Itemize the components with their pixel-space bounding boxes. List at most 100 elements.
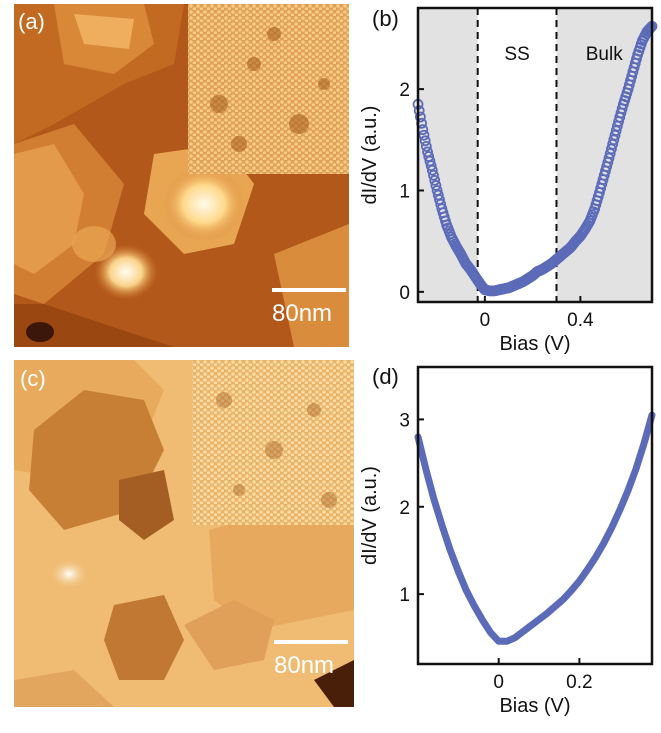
data-point — [494, 284, 506, 295]
data-point — [524, 271, 536, 283]
data-point — [480, 284, 492, 296]
atomic-resolution-inset-c — [192, 360, 354, 525]
data-point — [604, 148, 616, 159]
data-point — [606, 143, 617, 155]
data-point — [483, 285, 494, 296]
data-point — [424, 155, 436, 167]
data-point — [477, 281, 488, 293]
data-point — [430, 180, 442, 191]
data-point — [631, 53, 642, 65]
y-tick-label: 1 — [399, 181, 410, 202]
data-point — [456, 251, 468, 263]
data-point — [620, 91, 632, 103]
data-point — [537, 263, 549, 275]
data-point — [457, 253, 469, 265]
panel-label-b: (b) — [372, 6, 399, 31]
data-point — [551, 254, 562, 265]
data-point — [516, 276, 528, 288]
data-point — [633, 45, 645, 57]
data-point — [547, 257, 559, 268]
data-point — [518, 275, 530, 287]
data-point — [588, 206, 599, 218]
data-point — [487, 285, 499, 297]
data-point — [426, 164, 438, 176]
data-point — [465, 264, 476, 275]
data-point — [463, 262, 475, 274]
data-point — [555, 249, 567, 261]
shaded-region-0 — [418, 8, 478, 302]
data-point — [497, 283, 509, 295]
data-point — [540, 261, 552, 273]
plot-frame — [416, 6, 654, 304]
data-point — [434, 194, 445, 206]
data-point — [515, 277, 527, 289]
y-tick-label: 0 — [399, 283, 410, 304]
data-point — [616, 103, 628, 115]
data-point — [417, 124, 429, 136]
data-point — [528, 269, 540, 281]
data-point — [637, 35, 648, 46]
data-point — [429, 174, 441, 186]
data-point — [635, 38, 647, 50]
data-point — [526, 271, 537, 282]
panel-label-d: (d) — [372, 364, 399, 389]
data-point — [412, 98, 424, 110]
data-point — [626, 70, 638, 82]
data-point — [600, 165, 611, 177]
data-point — [576, 228, 587, 240]
panel-label-a: (a) — [18, 9, 45, 34]
scale-bar-line-c — [274, 640, 348, 644]
data-point — [598, 169, 610, 181]
data-point — [564, 242, 576, 254]
region-label-bulk: Bulk — [586, 44, 623, 65]
data-point — [455, 248, 467, 260]
data-point — [563, 243, 574, 255]
data-point — [592, 191, 604, 202]
data-point — [607, 138, 619, 150]
data-point — [536, 264, 548, 275]
data-point — [521, 274, 533, 285]
data-point — [527, 270, 539, 282]
data-point — [467, 267, 479, 279]
panel-label-c: (c) — [20, 366, 46, 391]
data-point — [447, 233, 459, 245]
data-point — [571, 234, 583, 246]
data-point — [582, 219, 593, 231]
data-point — [443, 225, 455, 237]
data-point — [585, 212, 597, 224]
data-point — [436, 203, 448, 215]
data-point — [623, 79, 635, 91]
data-point — [549, 255, 561, 266]
data-point — [512, 278, 524, 290]
data-point — [646, 20, 658, 32]
data-point — [460, 258, 472, 269]
data-point — [442, 222, 454, 234]
data-point — [580, 221, 592, 233]
x-tick-label: 0.4 — [567, 310, 594, 331]
data-point — [450, 240, 462, 252]
data-point — [425, 160, 437, 172]
x-tick-label: 0 — [493, 672, 504, 693]
data-point — [561, 244, 573, 256]
data-point — [438, 211, 450, 223]
data-point — [500, 282, 512, 294]
data-point — [428, 169, 439, 181]
data-point — [454, 246, 466, 258]
data-point — [543, 259, 555, 271]
data-point — [416, 117, 427, 129]
data-point — [577, 227, 589, 238]
data-point — [449, 238, 461, 250]
data-point — [462, 261, 474, 272]
data-point — [644, 23, 656, 35]
data-point — [448, 236, 460, 248]
data-point — [601, 161, 613, 173]
data-point — [431, 185, 443, 196]
data-point — [459, 255, 470, 267]
data-point — [505, 281, 517, 293]
data-point — [474, 278, 486, 290]
data-point — [589, 203, 601, 215]
data-point — [472, 274, 484, 286]
data-point — [639, 30, 651, 42]
data-point — [559, 246, 571, 258]
data-point — [591, 195, 603, 207]
